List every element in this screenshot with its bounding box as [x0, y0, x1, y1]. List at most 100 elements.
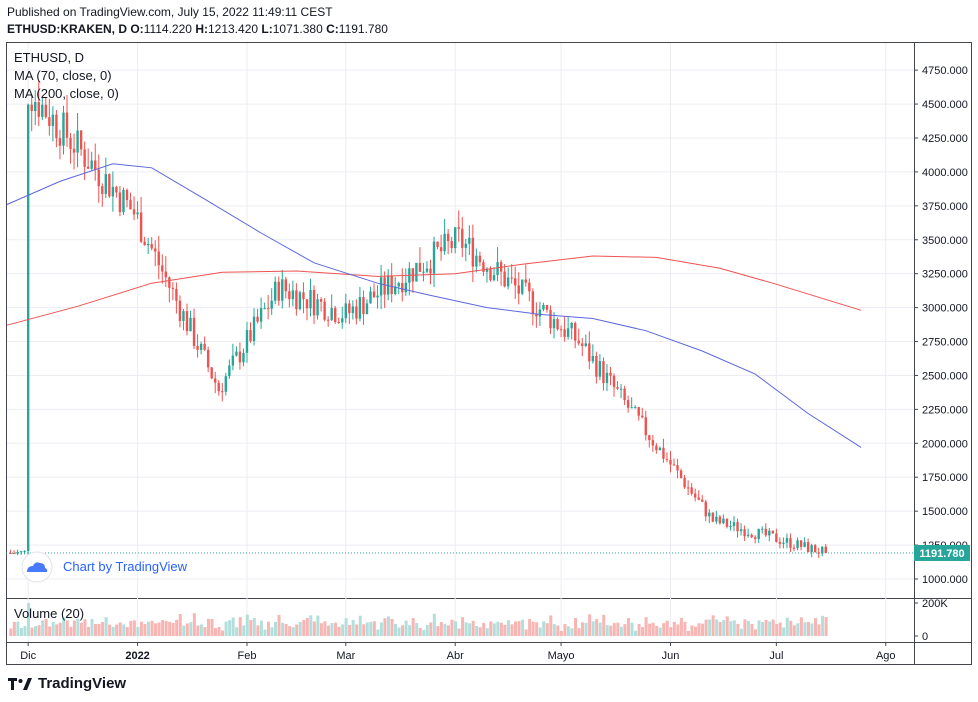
volume-bar — [598, 622, 602, 636]
volume-bar — [746, 620, 750, 636]
candle-body — [175, 288, 178, 301]
candle-body — [475, 255, 478, 267]
candle-body — [637, 407, 640, 416]
candle-body — [16, 551, 19, 554]
candle-body — [344, 303, 348, 319]
legend-volume[interactable]: Volume (20) — [14, 606, 84, 621]
volume-bar — [761, 621, 765, 636]
volume-bar — [782, 627, 786, 636]
candle-body — [785, 538, 789, 543]
volume-bar — [461, 617, 465, 636]
candle-body — [633, 407, 637, 409]
time-tick-label: Feb — [238, 650, 257, 662]
volume-bar — [34, 626, 38, 636]
volume-bar — [545, 623, 549, 636]
candle-body — [743, 529, 746, 537]
volume-bar — [623, 624, 627, 636]
candle-body — [48, 117, 51, 126]
volume-bar — [358, 615, 362, 636]
volume-bar — [591, 621, 595, 636]
candle-body — [609, 372, 612, 376]
candle-body — [362, 297, 365, 315]
candle-body — [524, 279, 527, 283]
volume-bar — [79, 622, 83, 636]
candle-body — [461, 228, 464, 248]
tv-logo-icon — [8, 677, 32, 690]
candle-body — [538, 309, 542, 317]
candle-body — [390, 275, 393, 295]
volume-bar — [711, 615, 715, 636]
volume-bar — [379, 622, 383, 636]
candle-body — [542, 305, 545, 310]
volume-bar — [55, 624, 59, 636]
candle-body — [351, 306, 355, 314]
time-axis-ticks: Dic 2022 Feb Mar Abr Mayo Jun Jul Ago — [20, 642, 896, 662]
volume-bar — [626, 618, 630, 636]
candle-body — [792, 547, 796, 549]
volume-bar — [771, 619, 775, 636]
symbol-label: ETHUSD:KRAKEN, D — [7, 22, 127, 36]
candle-body — [235, 351, 238, 356]
price-tick-label: 2750.000 — [922, 337, 968, 349]
candle-body — [30, 104, 33, 112]
price-tick-label: 4500.000 — [922, 99, 968, 111]
volume-bar — [51, 621, 55, 636]
close-value: 1191.780 — [338, 22, 388, 36]
volume-bar — [602, 614, 606, 636]
candle-body — [192, 317, 196, 346]
candle-body — [496, 262, 499, 276]
candle-body — [605, 372, 609, 384]
volume-bar — [584, 622, 588, 636]
volume-bar — [90, 618, 94, 636]
candle-body — [701, 499, 704, 502]
volume-bar — [249, 619, 253, 636]
candle-body — [309, 290, 312, 309]
candle-body — [199, 343, 203, 350]
candle-body — [545, 305, 549, 310]
candle-body — [521, 279, 524, 294]
volume-bar — [633, 630, 637, 636]
volume-bar — [270, 627, 274, 636]
volume-bar — [725, 616, 729, 636]
grid-lines — [7, 43, 914, 642]
volume-bar — [26, 603, 30, 636]
legend-ma70[interactable]: MA (70, close, 0) — [14, 68, 112, 83]
candle-body — [598, 361, 602, 377]
volume-bar — [757, 620, 761, 636]
volume-bar — [514, 621, 518, 636]
candle-body — [334, 307, 337, 322]
volume-bar — [566, 626, 570, 636]
volume-bar — [231, 617, 235, 636]
candle-body — [284, 279, 288, 292]
volume-bar — [528, 618, 532, 636]
tradingview-footer-logo[interactable]: TradingView — [8, 675, 126, 692]
volume-bar — [344, 618, 348, 636]
ma70-line — [6, 163, 862, 448]
candle-body — [111, 186, 115, 197]
volume-bar — [19, 628, 23, 636]
volume-bar — [65, 620, 69, 636]
candle-body — [129, 200, 132, 210]
candle-body — [655, 445, 658, 451]
volume-bar — [588, 614, 592, 636]
tradingview-watermark[interactable]: Chart by TradingView — [21, 551, 188, 583]
price-tick-label: 3750.000 — [922, 201, 968, 213]
volume-bar — [101, 621, 105, 636]
candle-body — [725, 518, 729, 527]
candle-body — [341, 318, 344, 323]
watermark-text: Chart by TradingView — [63, 559, 188, 574]
candle-body — [150, 244, 153, 249]
volume-bar — [37, 625, 41, 636]
candle-body — [806, 542, 810, 552]
time-tick-label: Abr — [447, 650, 464, 662]
volume-bar — [457, 628, 461, 636]
volume-bar — [679, 617, 683, 636]
price-tick-label: 4750.000 — [922, 65, 968, 77]
volume-bar — [348, 625, 352, 636]
candle-body — [323, 301, 326, 320]
candle-body — [34, 102, 37, 112]
legend-ma200[interactable]: MA (200, close, 0) — [14, 86, 119, 101]
candle-body — [616, 387, 619, 389]
volume-bar — [369, 621, 373, 636]
